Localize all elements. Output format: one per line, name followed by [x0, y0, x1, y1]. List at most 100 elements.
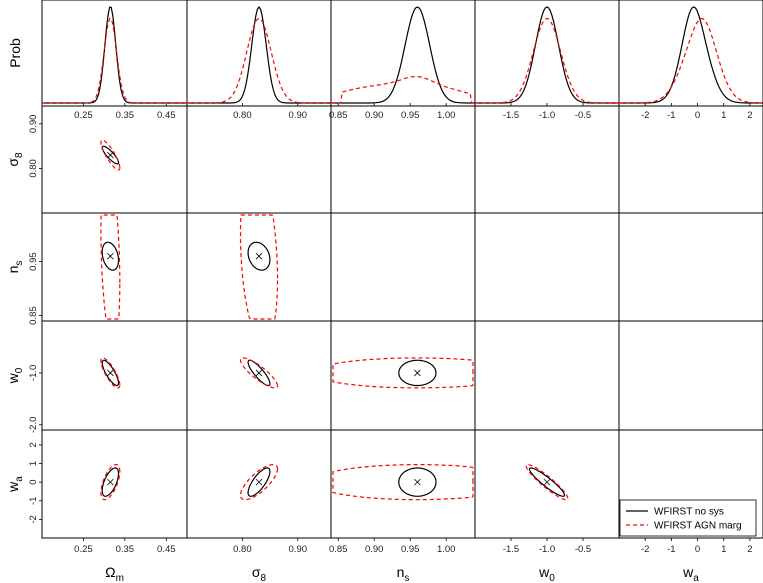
left-tick-label: -1.0 — [28, 365, 39, 381]
contour-s8-w0-agn — [239, 357, 279, 389]
fiducial-marker — [255, 369, 263, 377]
contour-s8-ns-nosys — [247, 241, 271, 271]
y-axis-title-wa: wa — [5, 476, 25, 493]
left-tick-label: 2 — [28, 442, 39, 447]
bottom-tick-label: -1.5 — [503, 544, 519, 555]
top-tick-label: 0.95 — [401, 110, 420, 121]
marginal-wa-nosys — [619, 6, 763, 104]
contour-Om-wa-nosys — [101, 467, 120, 497]
y-axis-title-s8-main: σ — [5, 158, 21, 167]
bottom-tick-label: 0.95 — [401, 544, 420, 555]
posterior-curves — [42, 5, 763, 501]
fiducial-marker — [107, 478, 114, 486]
x-axis-title-w0-main: w — [538, 564, 550, 580]
contour-ns-w0-nosys — [398, 359, 437, 387]
y-axis-title-s8-sub: 8 — [14, 152, 25, 158]
left-tick-label: 0.90 — [28, 115, 39, 134]
panel-r0-c0 — [41, 0, 188, 107]
x-axis-title-ns-sub: s — [404, 573, 409, 583]
x-axis-title-wa-sub: a — [693, 573, 699, 583]
bottom-tick-label: 0.85 — [329, 544, 348, 555]
panel-r2-c1 — [186, 212, 332, 322]
panel-r3-c0 — [41, 320, 188, 431]
panel-r4-c3 — [474, 429, 620, 539]
top-tick-label: 0.80 — [233, 110, 252, 121]
y-axis-title-ns-sub: s — [14, 261, 25, 266]
legend-label-1: WFIRST AGN marg — [654, 521, 742, 532]
legend-box — [619, 499, 757, 537]
panel-r4-c0 — [41, 429, 188, 539]
panel-r2-c4 — [618, 212, 763, 322]
panel-r1-c0 — [41, 105, 188, 214]
panel-r2-c0 — [41, 212, 188, 322]
marginal-ns-agn — [331, 75, 475, 104]
bottom-tick-label: 0.90 — [365, 544, 384, 555]
x-axis-title-Om-main: Ω — [105, 564, 115, 580]
bottom-tick-label: -1.0 — [539, 544, 555, 555]
panel-r1-c1 — [186, 105, 332, 214]
bottom-tick-label: 0.90 — [289, 544, 308, 555]
x-axis-title-Om-sub: m — [116, 573, 124, 583]
x-axis-title-wa-main: w — [682, 564, 694, 580]
marginal-Om-nosys — [42, 6, 187, 104]
top-tick-label: -0.5 — [575, 110, 591, 121]
panel-r0-c3 — [474, 0, 620, 107]
marginal-s8-nosys — [187, 5, 331, 104]
contour-s8-ns-agn — [239, 214, 279, 320]
top-tick-label: -1.0 — [539, 110, 555, 121]
prob-label: Prob — [7, 38, 23, 68]
fiducial-marker — [255, 478, 263, 486]
top-tick-label: -1 — [667, 110, 675, 121]
bottom-tick-label: 1.00 — [437, 544, 456, 555]
panel-r2-c2 — [330, 212, 476, 322]
panel-r1-c3 — [474, 105, 620, 214]
fiducial-marker — [414, 478, 421, 486]
bottom-tick-label: -0.5 — [575, 544, 591, 555]
left-tick-label: 0 — [28, 479, 39, 484]
panel-r0-c4 — [618, 0, 763, 107]
panel-r4-c1 — [186, 429, 332, 539]
y-axis-title-ns-main: n — [5, 266, 21, 274]
fiducial-marker — [543, 478, 551, 486]
top-tick-label: 0.90 — [289, 110, 308, 121]
top-tick-label: -1.5 — [503, 110, 519, 121]
fiducial-marker — [107, 252, 114, 260]
contour-ns-wa-agn — [332, 464, 474, 501]
x-axis-title-wa: wa — [682, 564, 699, 583]
top-tick-label: 0.25 — [74, 110, 93, 121]
left-tick-label: 0.95 — [28, 252, 39, 271]
y-axis-title-w0: w0 — [5, 367, 25, 384]
contour-ns-w0-agn — [332, 357, 474, 389]
x-axis-title-s8-main: σ — [252, 564, 261, 580]
panel-r1-c4 — [618, 105, 763, 214]
panel-r3-c2 — [330, 320, 476, 431]
bottom-tick-label: 0.35 — [116, 544, 135, 555]
contour-w0-wa-agn — [525, 464, 569, 501]
top-tick-label: 0.45 — [157, 110, 176, 121]
x-axis-title-s8-sub: 8 — [261, 573, 267, 583]
bottom-tick-label: 0.45 — [157, 544, 176, 555]
y-axis-title-w0-main: w — [5, 372, 21, 384]
panel-r2-c3 — [474, 212, 620, 322]
bottom-tick-label: -1 — [667, 544, 675, 555]
left-tick-label: -1 — [28, 497, 39, 505]
contour-Om-s8-agn — [100, 139, 121, 171]
contour-s8-wa-nosys — [247, 467, 271, 497]
top-tick-label: 1.00 — [437, 110, 456, 121]
top-tick-label: 1 — [721, 110, 726, 121]
y-axis-title-wa-sub: a — [14, 476, 25, 482]
legend-label-0: WFIRST no sys — [654, 507, 724, 518]
marginal-Om-agn — [42, 17, 187, 104]
bottom-tick-label: 0 — [695, 544, 700, 555]
y-axis-title-w0-sub: 0 — [14, 367, 25, 373]
contour-Om-ns-agn — [100, 214, 121, 320]
marginal-w0-nosys — [475, 6, 619, 104]
contour-Om-w0-nosys — [101, 359, 120, 387]
panel-r4-c4 — [618, 429, 763, 539]
left-tick-label: 0.80 — [28, 159, 39, 178]
top-tick-label: 0.90 — [365, 110, 384, 121]
contour-Om-w0-agn — [100, 357, 121, 389]
y-axis-title-ns: ns — [5, 261, 25, 274]
